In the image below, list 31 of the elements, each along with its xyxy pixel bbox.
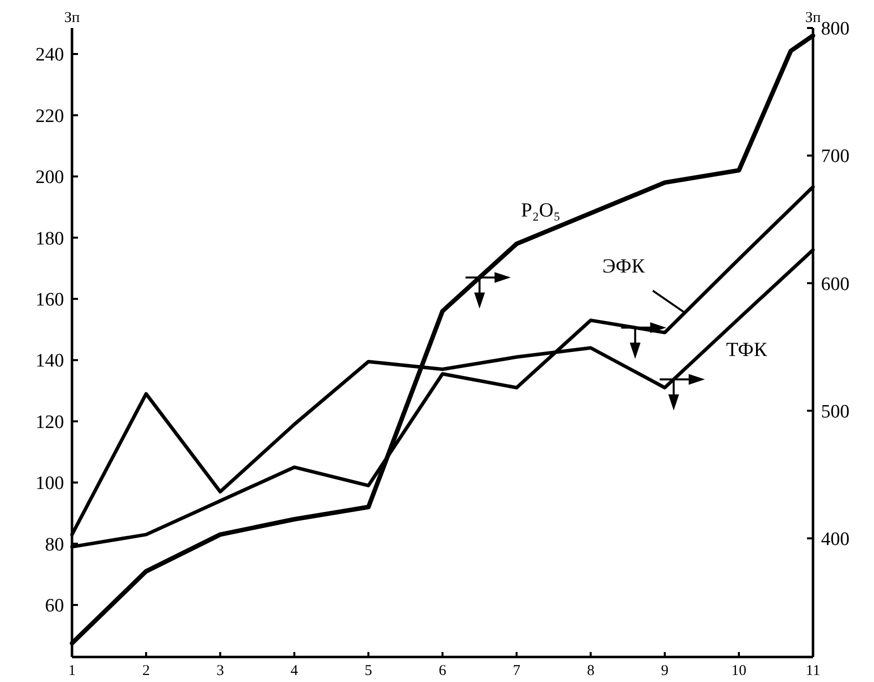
x-tick-label: 2 [142,663,150,679]
x-tick-label: 7 [512,663,521,679]
y-axis-title: Зп [64,10,80,26]
y2-tick-label: 800 [821,18,850,40]
x-tick-label: 9 [661,663,669,679]
x-tick-label: 5 [364,663,372,679]
x-tick-label: 11 [806,663,820,679]
x-tick-label: 3 [216,663,224,679]
x-tick-label: 1 [68,663,76,679]
x-tick-label: 4 [290,663,299,679]
x-tick-label: 8 [586,663,594,679]
x-tick-label: 6 [438,663,447,679]
y2-tick-label: 600 [821,274,850,295]
x-tick-label: 10 [731,663,746,679]
y-tick-label: 140 [36,350,64,372]
y-tick-label: 200 [36,167,64,188]
y2-tick-label: 500 [821,401,850,422]
y2-axis-title: Зп [805,10,821,26]
text: ЭФК [602,256,646,278]
y2-tick-label: 700 [821,146,850,168]
y-tick-label: 160 [36,290,64,311]
y-tick-label: 220 [36,106,64,127]
y-tick-label: 80 [45,534,64,556]
y-tick-label: 100 [36,473,64,494]
y-tick-label: 240 [36,44,64,66]
series-label: ТФК [726,338,768,361]
y-tick-label: 60 [45,596,64,617]
series-label: P₂O₅ [520,199,560,222]
y-tick-label: 180 [36,228,64,250]
y-tick-label: 120 [36,412,64,433]
y2-tick-label: 400 [821,528,850,550]
